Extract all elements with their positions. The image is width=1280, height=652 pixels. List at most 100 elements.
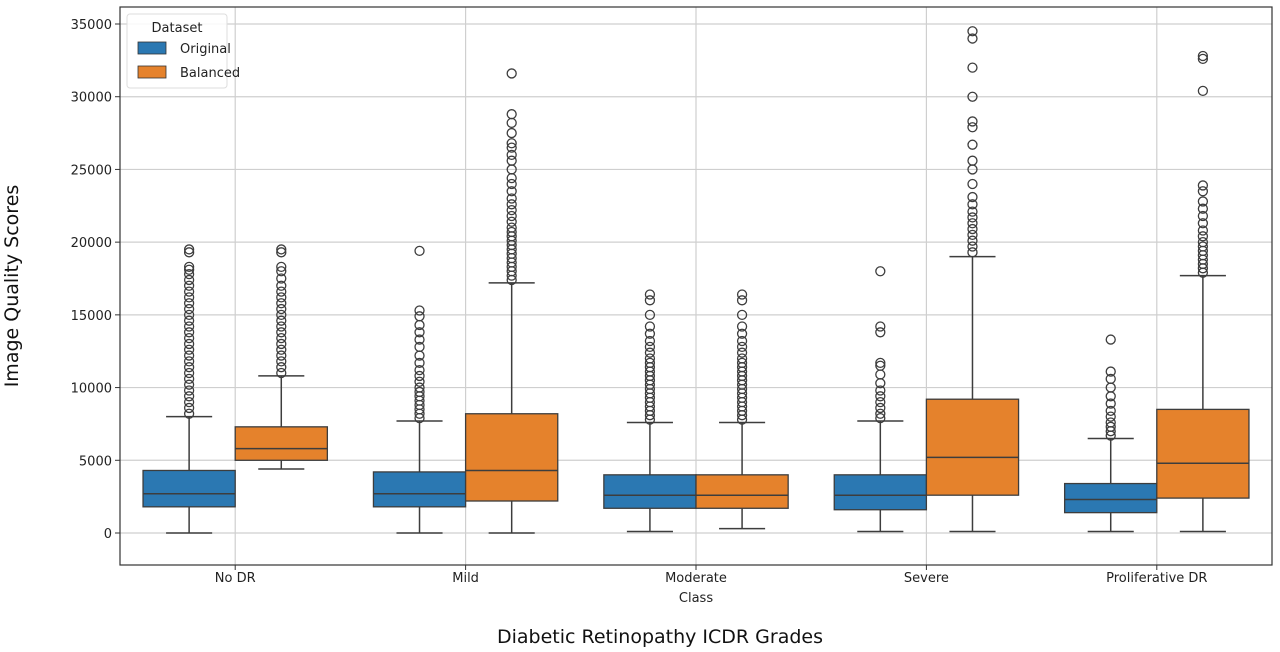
outlier-point <box>967 212 978 223</box>
outlier-point <box>644 328 656 339</box>
outlier-point <box>183 408 195 419</box>
outlier-point <box>183 350 195 361</box>
outlier-point <box>183 367 195 379</box>
outlier-point <box>644 321 656 332</box>
outlier-point <box>183 356 195 367</box>
outlier-point <box>875 327 886 338</box>
outlier-point <box>1197 236 1209 248</box>
outlier-point <box>506 186 517 197</box>
outlier-point <box>414 364 425 376</box>
outlier-point <box>276 280 287 291</box>
outlier-point <box>276 292 287 303</box>
outlier-point <box>414 311 425 322</box>
outlier-point <box>644 295 656 306</box>
outlier-point <box>736 321 748 332</box>
outlier-point <box>276 273 287 284</box>
outlier-point <box>967 33 978 44</box>
outlier-point <box>506 109 517 120</box>
box-original-4 <box>1063 334 1158 533</box>
outlier-point <box>1197 85 1209 97</box>
x-ticks: No DR Mild Moderate Severe Proliferative DR <box>215 565 1207 586</box>
box-balanced-3 <box>925 26 1020 533</box>
y-tick-label: 35000 <box>71 18 112 33</box>
outlier-point <box>1197 231 1209 242</box>
outlier-point <box>276 327 287 338</box>
legend-swatch-balanced <box>137 65 167 79</box>
outlier-point <box>506 216 517 227</box>
outlier-point <box>644 309 656 321</box>
x-tick-label: Mild <box>452 571 479 586</box>
outlier-point <box>967 247 978 258</box>
legend-label-balanced: Balanced <box>180 66 240 81</box>
outlier-point <box>506 193 517 204</box>
outlier-point <box>967 235 978 246</box>
outlier-point <box>736 328 748 339</box>
outlier-point <box>414 334 425 345</box>
outlier-point <box>276 286 287 297</box>
box-iqr <box>142 469 236 508</box>
x-tick-label: Severe <box>904 571 949 586</box>
box-iqr <box>1156 408 1250 499</box>
boxes <box>142 26 1250 534</box>
outlier-point <box>967 191 978 203</box>
outlier-point <box>967 206 978 217</box>
legend-title: Dataset <box>152 21 203 36</box>
outlier-point <box>875 396 886 408</box>
outlier-point <box>414 357 425 368</box>
outlier-point <box>276 332 287 344</box>
outlier-point <box>1197 186 1209 197</box>
outlier-point <box>736 357 748 368</box>
box-iqr <box>603 474 697 509</box>
box-original-2 <box>603 289 697 533</box>
outlier-point <box>183 292 195 303</box>
outlier-point <box>736 335 748 347</box>
outlier-point <box>183 315 195 326</box>
y-axis-label: Image Quality Scores <box>1 185 23 388</box>
outlier-point <box>183 385 195 396</box>
outlier-point <box>506 127 517 139</box>
outlier-point <box>1105 334 1116 345</box>
x-tick-label: Moderate <box>665 571 727 586</box>
outlier-point <box>967 116 978 127</box>
outlier-point <box>1197 203 1209 214</box>
outlier-point <box>183 274 195 286</box>
outlier-point <box>967 178 978 190</box>
outlier-point <box>875 402 886 414</box>
outlier-point <box>276 315 287 326</box>
outlier-point <box>183 309 195 321</box>
outlier-point <box>644 335 656 347</box>
outlier-point <box>1197 50 1209 62</box>
outlier-point <box>1105 405 1116 416</box>
outlier-point <box>967 199 978 210</box>
chart-caption: Diabetic Retinopathy ICDR Grades <box>497 626 823 648</box>
outlier-point <box>414 370 425 382</box>
outlier-point <box>414 376 425 387</box>
outlier-point <box>736 295 748 306</box>
outlier-point <box>276 338 287 350</box>
outlier-point <box>183 332 195 344</box>
outlier-point <box>414 327 425 338</box>
outlier-point <box>183 396 195 408</box>
outlier-point <box>183 286 195 297</box>
outlier-point <box>506 138 517 149</box>
outlier-point <box>506 178 517 190</box>
box-balanced-0 <box>234 244 329 470</box>
box-balanced-1 <box>464 68 559 534</box>
outlier-point <box>1197 53 1209 65</box>
outlier-point <box>1105 398 1116 409</box>
box-iqr <box>464 413 559 502</box>
legend: Dataset Original Balanced <box>126 13 240 89</box>
outlier-point <box>276 309 287 321</box>
outlier-point <box>967 91 978 102</box>
outlier-point <box>736 309 748 321</box>
outlier-point <box>644 289 656 300</box>
y-tick-label: 0 <box>104 527 112 542</box>
outlier-point <box>1197 180 1209 191</box>
box-original-1 <box>372 245 467 534</box>
outlier-point <box>1105 417 1116 428</box>
outlier-point <box>414 245 425 257</box>
outlier-point <box>183 280 195 291</box>
outlier-point <box>183 362 195 373</box>
box-iqr <box>695 474 789 509</box>
